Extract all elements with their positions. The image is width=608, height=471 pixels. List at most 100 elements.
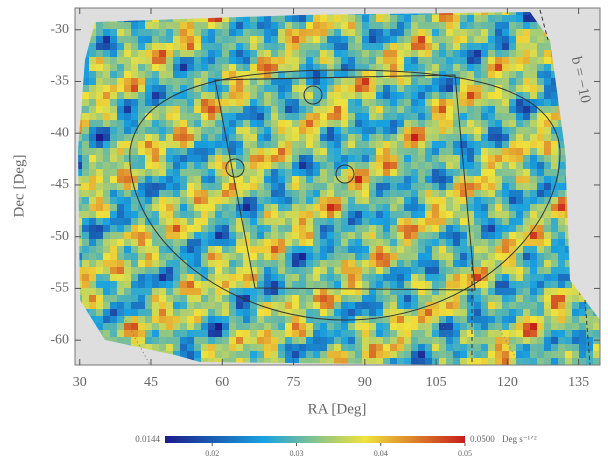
map-cell (348, 85, 355, 92)
map-cell (418, 36, 425, 43)
map-cell (124, 106, 131, 113)
map-cell (194, 351, 201, 358)
map-cell (194, 183, 201, 190)
map-cell (166, 99, 173, 106)
map-cell (481, 71, 488, 78)
map-cell (89, 302, 96, 309)
map-cell (285, 302, 292, 309)
map-cell (404, 204, 411, 211)
map-cell (89, 120, 96, 127)
map-cell (278, 155, 285, 162)
map-cell (530, 302, 537, 309)
map-cell (173, 183, 180, 190)
map-cell (82, 148, 89, 155)
map-cell (187, 232, 194, 239)
map-cell (523, 190, 530, 197)
map-cell (474, 190, 481, 197)
map-cell (236, 309, 243, 316)
map-cell (166, 246, 173, 253)
map-cell (467, 50, 474, 57)
map-cell (502, 120, 509, 127)
map-cell (502, 190, 509, 197)
map-cell (516, 127, 523, 134)
map-cell (89, 71, 96, 78)
map-cell (229, 253, 236, 260)
map-cell (383, 295, 390, 302)
map-cell (390, 295, 397, 302)
map-cell (292, 260, 299, 267)
map-cell (355, 211, 362, 218)
map-cell (376, 141, 383, 148)
map-cell (488, 295, 495, 302)
map-cell (397, 85, 404, 92)
map-cell (89, 204, 96, 211)
map-cell (376, 127, 383, 134)
map-cell (159, 260, 166, 267)
map-cell (313, 92, 320, 99)
map-cell (495, 71, 502, 78)
map-cell (110, 288, 117, 295)
map-cell (166, 323, 173, 330)
map-cell (306, 197, 313, 204)
map-cell (488, 239, 495, 246)
map-cell (103, 295, 110, 302)
map-cell (544, 176, 551, 183)
map-cell (495, 204, 502, 211)
map-cell (131, 337, 138, 344)
map-cell (292, 337, 299, 344)
map-cell (327, 148, 334, 155)
map-cell (530, 43, 537, 50)
map-cell (159, 211, 166, 218)
map-cell (89, 239, 96, 246)
map-cell (110, 295, 117, 302)
map-cell (194, 260, 201, 267)
map-cell (446, 218, 453, 225)
map-cell (516, 141, 523, 148)
map-cell (446, 211, 453, 218)
map-cell (278, 253, 285, 260)
x-tick-label: 105 (426, 375, 447, 390)
map-cell (257, 176, 264, 183)
map-cell (271, 253, 278, 260)
map-cell (201, 92, 208, 99)
map-cell (313, 78, 320, 85)
map-cell (446, 225, 453, 232)
map-cell (117, 57, 124, 64)
map-cell (250, 176, 257, 183)
map-cell (502, 113, 509, 120)
map-cell (313, 50, 320, 57)
map-cell (355, 344, 362, 351)
map-cell (138, 99, 145, 106)
map-cell (180, 323, 187, 330)
map-cell (530, 204, 537, 211)
map-cell (425, 162, 432, 169)
map-cell (285, 36, 292, 43)
map-cell (390, 316, 397, 323)
map-cell (285, 176, 292, 183)
map-cell (271, 239, 278, 246)
map-cell (236, 155, 243, 162)
map-cell (145, 302, 152, 309)
map-cell (544, 99, 551, 106)
map-cell (348, 246, 355, 253)
map-cell (341, 57, 348, 64)
map-cell (222, 183, 229, 190)
map-cell (131, 155, 138, 162)
map-cell (488, 106, 495, 113)
map-cell (327, 176, 334, 183)
map-cell (446, 106, 453, 113)
map-cell (243, 29, 250, 36)
map-cell (313, 134, 320, 141)
map-cell (537, 162, 544, 169)
map-cell (348, 190, 355, 197)
map-cell (495, 78, 502, 85)
map-cell (369, 29, 376, 36)
map-cell (383, 267, 390, 274)
map-cell (313, 141, 320, 148)
map-cell (173, 78, 180, 85)
map-cell (404, 337, 411, 344)
map-cell (299, 330, 306, 337)
map-cell (313, 218, 320, 225)
map-cell (362, 148, 369, 155)
map-cell (173, 281, 180, 288)
